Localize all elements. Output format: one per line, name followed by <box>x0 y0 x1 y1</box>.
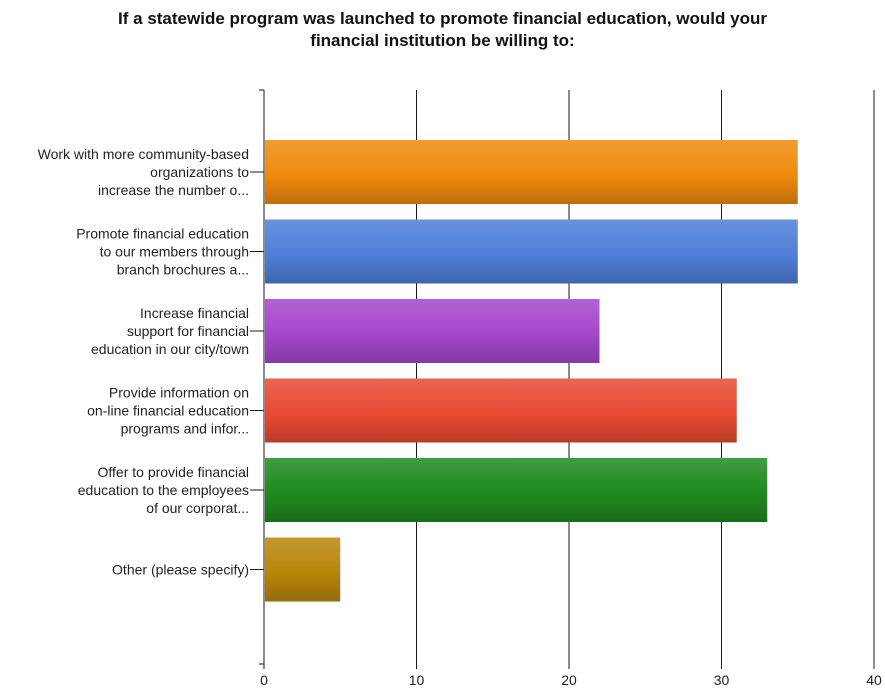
y-axis <box>250 89 875 669</box>
category-label-3-line-1: Increase financial <box>140 305 249 321</box>
category-label-6-line-1: Other (please specify) <box>112 562 249 578</box>
bar-4 <box>265 378 737 443</box>
chart-title: If a statewide program was launched to p… <box>0 8 885 52</box>
bar-6 <box>265 537 341 602</box>
x-tick-labels: 0 10 20 30 40 <box>260 672 882 688</box>
category-label-5-line-1: Offer to provide financial <box>98 464 250 480</box>
category-label-3-line-2: support for financial <box>127 323 249 339</box>
category-label-3-line-3: education in our city/town <box>91 341 249 357</box>
category-label-1-line-3: increase the number o... <box>98 182 249 198</box>
category-label-2-line-2: to our members through <box>100 244 249 260</box>
chart-title-line-1: If a statewide program was launched to p… <box>118 9 767 28</box>
category-label-4-line-2: on-line financial education <box>87 403 249 419</box>
x-tick-label-40: 40 <box>866 672 882 688</box>
x-tick-label-0: 0 <box>260 672 268 688</box>
bar-3 <box>265 299 600 363</box>
chart-title-line-2: financial institution be willing to: <box>310 31 575 50</box>
bar-2 <box>265 219 798 284</box>
category-label-4-line-3: programs and infor... <box>121 421 249 437</box>
x-tick-label-30: 30 <box>714 672 730 688</box>
x-tick-label-10: 10 <box>409 672 425 688</box>
category-labels: Work with more community-based organizati… <box>38 146 250 578</box>
bar-1 <box>265 140 798 204</box>
category-label-5-line-2: education to the employees <box>78 482 249 498</box>
bars <box>265 140 798 602</box>
bar-5 <box>265 458 768 522</box>
category-label-2-line-3: branch brochures a... <box>117 262 249 278</box>
category-label-5-line-3: of our corporat... <box>146 500 249 516</box>
category-label-1-line-2: organizations to <box>150 164 249 180</box>
category-label-2-line-1: Promote financial education <box>76 226 249 242</box>
x-tick-label-20: 20 <box>561 672 577 688</box>
category-label-1-line-1: Work with more community-based <box>38 146 249 162</box>
category-label-4-line-1: Provide information on <box>109 385 249 401</box>
